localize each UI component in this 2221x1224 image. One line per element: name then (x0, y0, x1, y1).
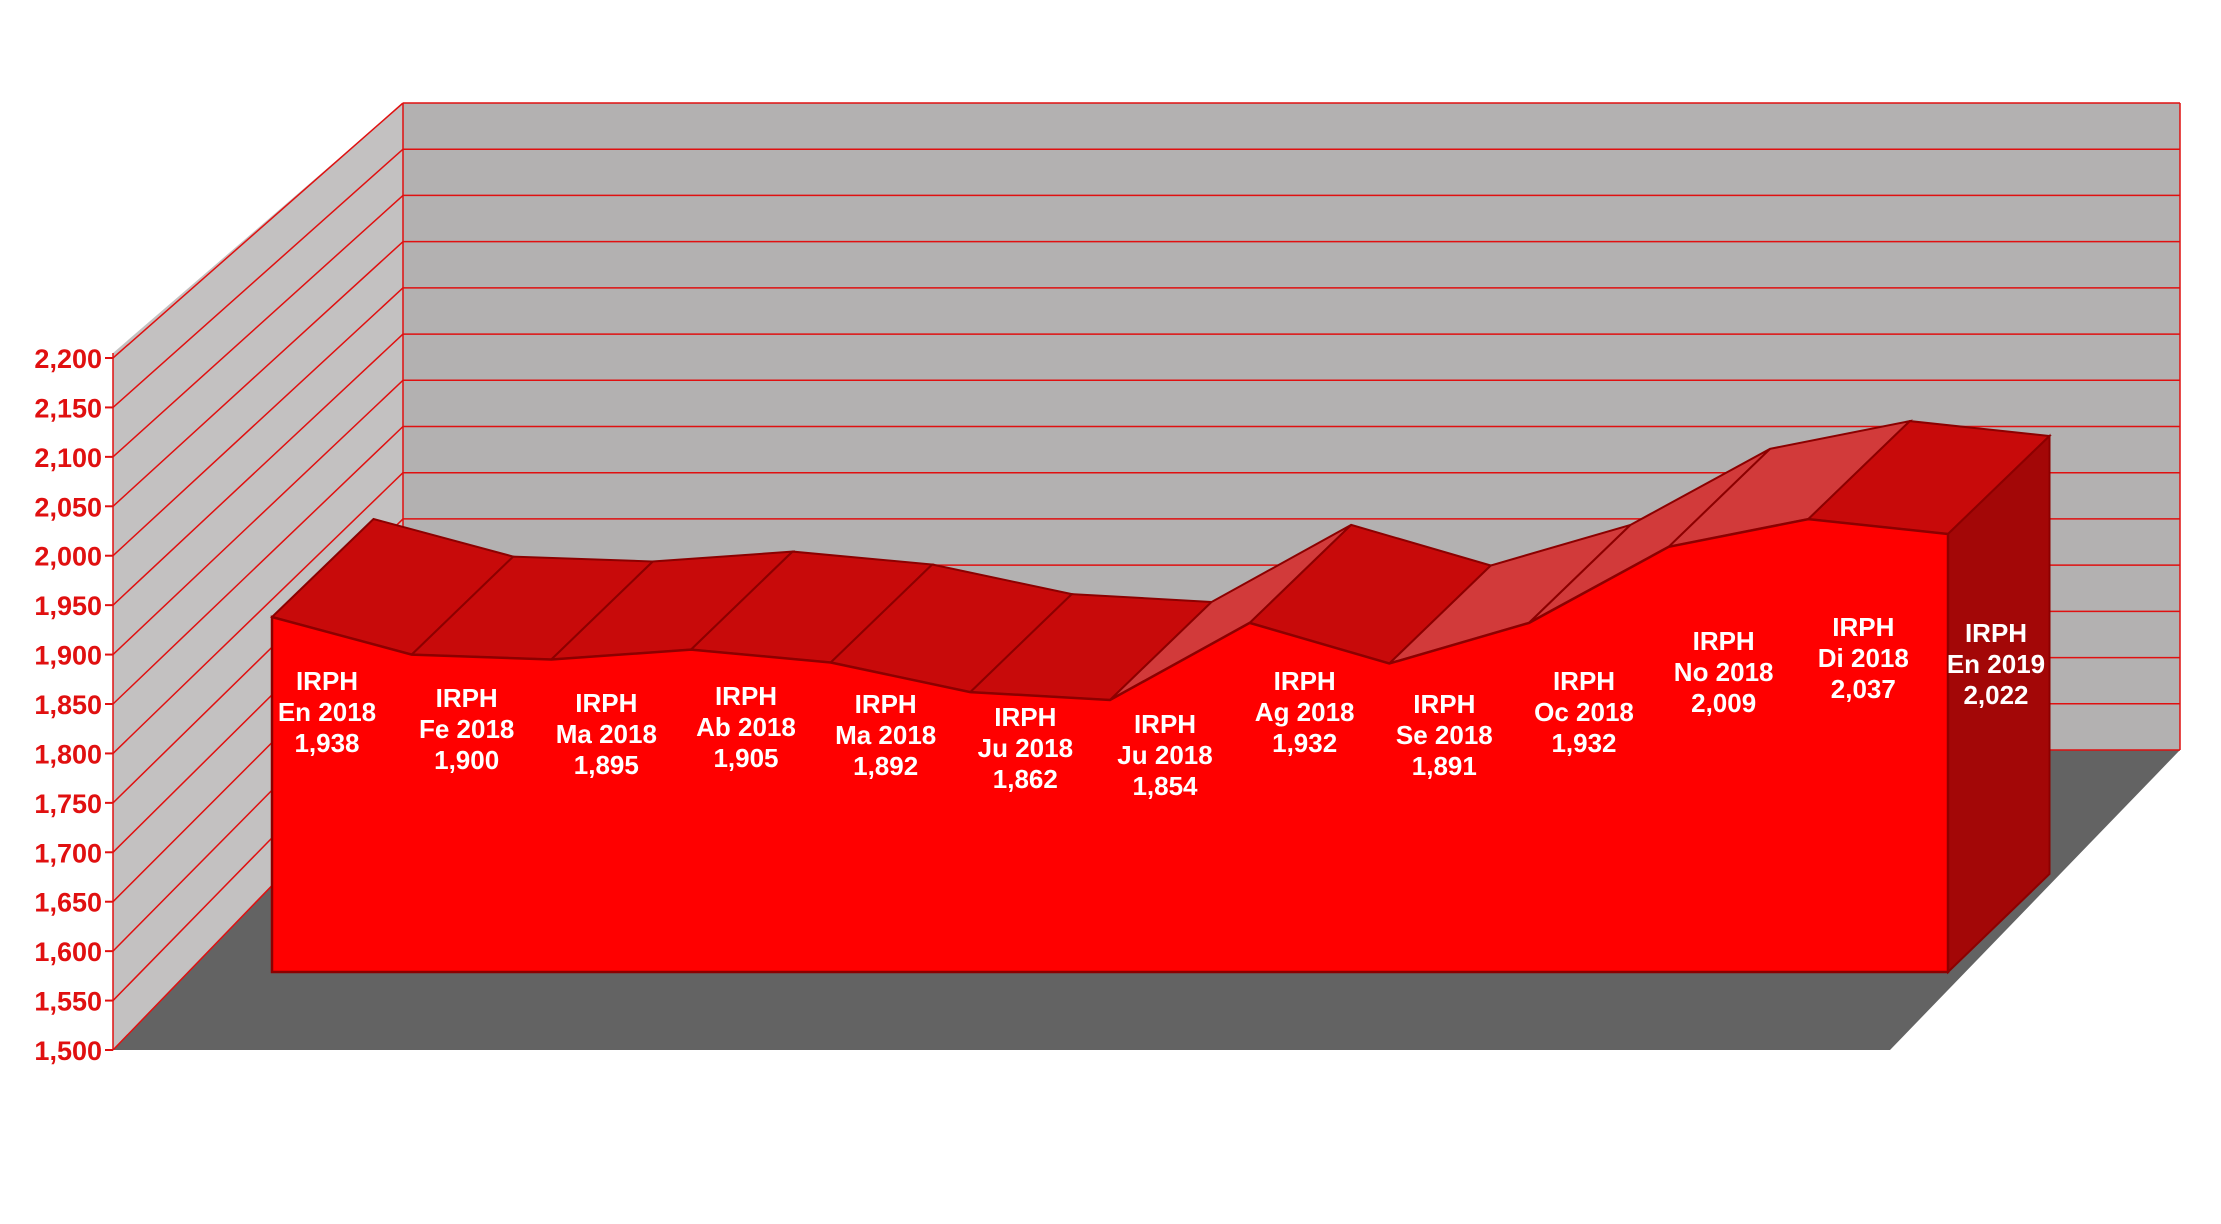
data-label-line3: 2,022 (1963, 680, 2028, 710)
y-tick-label: 1,600 (34, 937, 102, 967)
data-label-line3: 2,009 (1691, 688, 1756, 718)
side-gridline (112, 148, 404, 408)
data-label-line2: Di 2018 (1818, 643, 1909, 673)
data-label-line3: 1,938 (294, 728, 359, 758)
data-label-line2: Ag 2018 (1255, 697, 1355, 727)
data-label-line3: 1,854 (1132, 771, 1198, 801)
side-gridline (112, 102, 404, 359)
y-tick-label: 2,200 (34, 344, 102, 374)
y-tick-label: 1,650 (34, 888, 102, 918)
y-tick-label: 2,150 (34, 393, 102, 423)
area-front-face (270, 517, 1950, 974)
data-label-line2: Oc 2018 (1534, 697, 1634, 727)
data-label-line1: IRPH (1134, 709, 1196, 739)
data-label-line2: Se 2018 (1396, 720, 1493, 750)
data-label-line3: 1,895 (574, 750, 639, 780)
data-label-line2: Ma 2018 (556, 719, 657, 749)
data-label-line3: 1,862 (993, 764, 1058, 794)
data-label-line3: 1,905 (713, 743, 778, 773)
y-tick-label: 1,500 (34, 1036, 102, 1066)
data-label-line1: IRPH (994, 702, 1056, 732)
data-label-line3: 1,892 (853, 751, 918, 781)
data-label-line3: 1,932 (1551, 728, 1616, 758)
y-tick-label: 1,850 (34, 690, 102, 720)
data-label-line1: IRPH (436, 683, 498, 713)
y-tick-label: 1,900 (34, 641, 102, 671)
data-label-line2: Ab 2018 (696, 712, 796, 742)
side-gridline (112, 425, 404, 705)
data-label-line3: 2,037 (1831, 674, 1896, 704)
data-label-line2: En 2019 (1947, 649, 2045, 679)
data-label-line1: IRPH (296, 666, 358, 696)
y-tick-label: 1,750 (34, 789, 102, 819)
data-label-line2: En 2018 (278, 697, 376, 727)
data-label-line2: Ju 2018 (978, 733, 1073, 763)
data-label-line2: Ma 2018 (835, 720, 936, 750)
data-label-line1: IRPH (1274, 666, 1336, 696)
data-label-line3: 1,932 (1272, 728, 1337, 758)
data-label-line1: IRPH (575, 688, 637, 718)
data-label-line3: 1,891 (1412, 751, 1477, 781)
data-label-line1: IRPH (1965, 618, 2027, 648)
data-label-line1: IRPH (1553, 666, 1615, 696)
y-axis-ticks: 1,500 1,550 1,600 1,650 1,700 1,750 1,800 1,850… (34, 344, 102, 1066)
data-label-line1: IRPH (1832, 612, 1894, 642)
data-label-line1: IRPH (1693, 626, 1755, 656)
y-tick-label: 2,000 (34, 542, 102, 572)
data-label-line3: 1,900 (434, 745, 499, 775)
side-gridline (112, 333, 404, 606)
data-label-line1: IRPH (715, 681, 777, 711)
data-label-line1: IRPH (1413, 689, 1475, 719)
side-gridline (112, 379, 404, 656)
area-series (270, 419, 2052, 975)
side-gridline (112, 287, 404, 557)
y-tick-label: 2,100 (34, 443, 102, 473)
y-tick-label: 1,950 (34, 591, 102, 621)
data-label-line2: Ju 2018 (1117, 740, 1212, 770)
y-tick-label: 2,050 (34, 492, 102, 522)
y-tick-label: 1,800 (34, 739, 102, 769)
side-gridline (112, 472, 404, 754)
y-tick-label: 1,550 (34, 987, 102, 1017)
side-gridline (112, 194, 404, 458)
side-gridline (112, 241, 404, 507)
data-label-line2: No 2018 (1674, 657, 1774, 687)
y-tick-label: 1,700 (34, 838, 102, 868)
data-label-line1: IRPH (855, 689, 917, 719)
data-label-line2: Fe 2018 (419, 714, 514, 744)
